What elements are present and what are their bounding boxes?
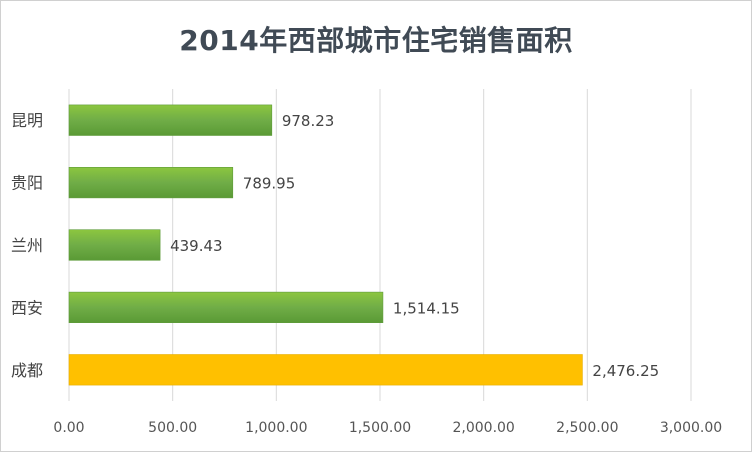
data-label: 978.23: [282, 112, 335, 130]
bar-2: [68, 229, 161, 261]
x-tick-label: 1,000.00: [245, 420, 307, 436]
category-label: 昆明: [11, 111, 43, 130]
bar-1: [68, 167, 234, 199]
x-tick-label: 1,500.00: [349, 420, 411, 436]
bar-3: [68, 291, 384, 323]
category-label: 成都: [11, 361, 43, 380]
x-tick-label: 2,500.00: [556, 420, 618, 436]
category-label: 贵阳: [11, 174, 43, 193]
bar-0: [68, 104, 273, 136]
category-label: 兰州: [11, 236, 43, 255]
x-tick-label: 500.00: [148, 420, 197, 436]
category-label: 西安: [11, 298, 43, 317]
bar-4: [68, 354, 583, 386]
x-tick-label: 0.00: [53, 420, 84, 436]
data-label: 789.95: [243, 175, 296, 193]
chart-title: 2014年西部城市住宅销售面积: [179, 24, 573, 57]
data-label: 439.43: [170, 237, 223, 255]
data-label: 1,514.15: [393, 299, 460, 317]
data-label: 2,476.25: [592, 362, 659, 380]
x-tick-label: 3,000.00: [660, 420, 722, 436]
x-tick-label: 2,000.00: [452, 420, 514, 436]
